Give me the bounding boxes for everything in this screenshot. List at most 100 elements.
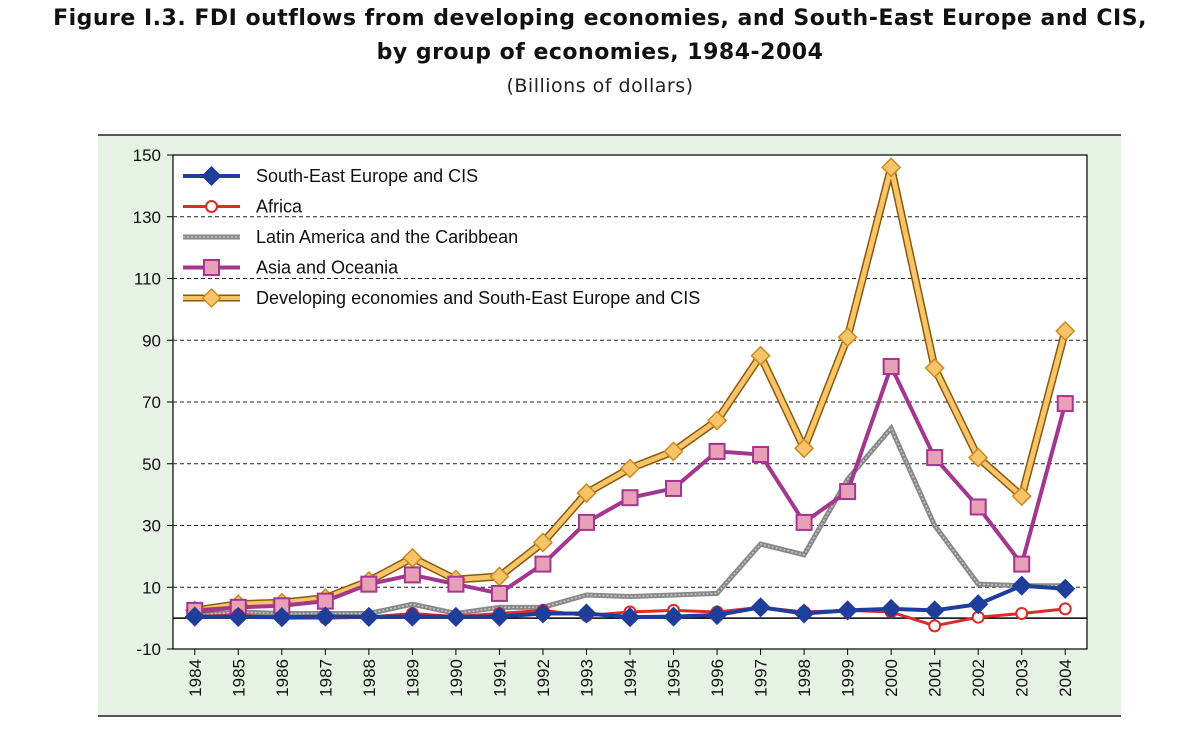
data-point — [1055, 320, 1076, 342]
x-tick-label: 1991 — [490, 659, 509, 697]
legend-label: South-East Europe and CIS — [256, 166, 478, 186]
x-tick-label: 1989 — [403, 659, 422, 697]
data-point — [1011, 575, 1032, 596]
data-point — [576, 603, 597, 624]
data-point — [532, 603, 554, 624]
legend-item-see_cis: South-East Europe and CIS — [183, 165, 478, 187]
data-point — [315, 606, 336, 627]
x-tick-label: 1990 — [447, 659, 466, 697]
chart-subtitle: (Billions of dollars) — [506, 75, 694, 97]
data-point — [358, 606, 379, 627]
data-point — [924, 600, 945, 621]
data-point — [489, 606, 510, 627]
data-point — [184, 606, 205, 627]
data-point — [926, 449, 944, 467]
data-point — [881, 157, 902, 178]
data-point — [621, 489, 639, 507]
x-tick-label: 1993 — [577, 659, 596, 697]
data-point — [445, 606, 466, 627]
data-point — [794, 603, 815, 624]
data-point — [924, 357, 945, 379]
y-axis-ticks: -10 10 30 50 70 90 110 130 150 — [133, 146, 173, 659]
data-point — [619, 458, 641, 479]
data-point — [968, 447, 989, 468]
data-point — [1015, 606, 1029, 620]
legend-item-developing: Developing economies and South-East Euro… — [183, 287, 700, 309]
data-point — [534, 555, 552, 573]
x-tick-label: 1994 — [621, 659, 640, 697]
legend-marker — [203, 259, 220, 276]
data-point — [1058, 602, 1072, 616]
x-tick-label: 2001 — [926, 659, 945, 697]
x-tick-label: 1985 — [229, 659, 248, 697]
y-tick-label: 50 — [142, 455, 161, 474]
legend-marker — [201, 165, 222, 187]
x-tick-label: 1986 — [273, 659, 292, 697]
data-point — [750, 345, 771, 366]
legend: South-East Europe and CIS Africa Latin Ame… — [183, 165, 700, 309]
y-tick-label: -10 — [136, 640, 161, 659]
x-tick-label: 1996 — [708, 659, 727, 697]
x-tick-label: 1984 — [186, 659, 205, 697]
data-point — [619, 607, 641, 628]
data-point — [663, 441, 684, 462]
y-tick-label: 150 — [133, 146, 161, 165]
y-tick-label: 30 — [142, 517, 161, 536]
data-point — [708, 442, 726, 460]
data-point — [969, 498, 987, 516]
chart-title-line-2: by group of economies, 1984-2004 — [376, 40, 824, 65]
data-point — [839, 483, 857, 501]
data-point — [663, 606, 684, 627]
data-point — [1011, 486, 1032, 507]
data-point — [750, 597, 771, 618]
x-tick-label: 1995 — [665, 659, 684, 697]
legend-item-latam: Latin America and the Caribbean — [183, 227, 518, 247]
legend-label: Latin America and the Caribbean — [256, 227, 518, 247]
legend-label: Developing economies and South-East Euro… — [256, 288, 700, 308]
x-tick-label: 1987 — [316, 659, 335, 697]
data-point — [794, 438, 815, 459]
data-point — [402, 606, 423, 627]
chart-title-line-1: Figure I.3. FDI outflows from developing… — [53, 6, 1147, 31]
series-see_cis — [184, 575, 1076, 628]
data-point — [360, 575, 378, 593]
data-point — [837, 327, 858, 348]
data-point — [316, 592, 334, 610]
y-tick-label: 90 — [142, 331, 161, 350]
x-tick-label: 1999 — [839, 659, 858, 697]
data-point — [532, 532, 554, 553]
data-point — [968, 594, 989, 615]
x-tick-label: 1988 — [360, 659, 379, 697]
legend-marker — [205, 200, 218, 213]
data-point — [271, 607, 292, 628]
data-point — [577, 513, 595, 531]
data-point — [706, 410, 728, 431]
data-point — [837, 600, 858, 621]
x-tick-label: 1998 — [795, 659, 814, 697]
data-point — [706, 604, 728, 626]
data-point — [1013, 555, 1031, 573]
legend-label: Asia and Oceania — [256, 258, 399, 278]
data-point — [928, 619, 942, 633]
x-tick-label: 2002 — [969, 659, 988, 697]
y-tick-label: 70 — [142, 393, 161, 412]
data-point — [576, 483, 597, 504]
data-point — [403, 566, 421, 584]
x-tick-label: 2004 — [1056, 659, 1075, 697]
x-axis-ticks: 1984 1985 1986 1987 1988 1989 1990 1991 1992 1993… — [186, 649, 1075, 697]
data-point — [1056, 395, 1074, 413]
data-point — [795, 513, 813, 531]
y-tick-label: 110 — [134, 270, 161, 289]
y-tick-label: 10 — [142, 578, 161, 597]
x-tick-label: 2000 — [882, 659, 901, 697]
data-point — [882, 357, 900, 375]
legend-marker — [201, 287, 222, 309]
data-point — [881, 598, 902, 619]
x-tick-label: 2003 — [1013, 659, 1032, 697]
series-asia — [186, 357, 1074, 619]
series-latam — [194, 423, 1066, 618]
series-line-texture — [194, 426, 1066, 616]
series-group — [184, 157, 1076, 633]
x-tick-label: 1992 — [534, 659, 553, 697]
